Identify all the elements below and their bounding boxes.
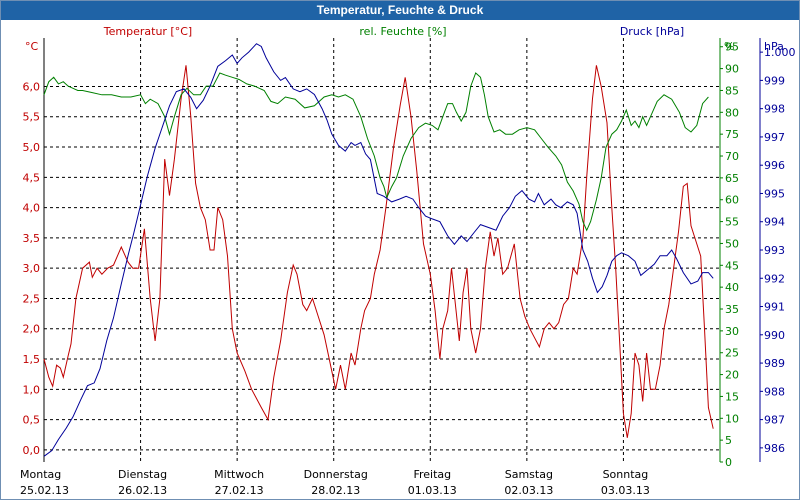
pressure-tick-label: 988 [764,385,785,398]
x-tick-date: 25.02.13 [20,484,69,497]
humidity-tick-label: 0 [725,456,732,469]
humidity-tick-label: 65 [725,172,739,185]
temperature-tick-label: 0,5 [23,414,41,427]
humidity-tick-label: 70 [725,150,739,163]
temperature-tick-label: 5,5 [23,111,41,124]
temperature-tick-label: 4,0 [23,202,41,215]
humidity-tick-label: 85 [725,84,739,97]
pressure-tick-label: 1.000 [764,46,796,59]
pressure-series-line [43,43,714,457]
pressure-tick-label: 999 [764,74,785,87]
humidity-tick-label: 35 [725,303,739,316]
humidity-tick-label: 25 [725,347,739,360]
temperature-tick-label: 2,5 [23,292,41,305]
pressure-tick-label: 991 [764,301,785,314]
pressure-unit: hPa [764,40,784,53]
humidity-tick-label: 5 [725,434,732,447]
x-tick-date: 02.03.13 [504,484,553,497]
humidity-tick-label: 15 [725,390,739,403]
x-tick-day: Mittwoch [214,468,264,481]
humidity-tick-label: 60 [725,194,739,207]
chart-title: Temperatur, Feuchte & Druck [1,1,799,20]
x-tick-date: 26.02.13 [118,484,167,497]
humidity-tick-label: 80 [725,106,739,119]
pressure-tick-label: 987 [764,414,785,427]
temperature-tick-label: 3,5 [23,232,41,245]
pressure-tick-label: 996 [764,159,785,172]
pressure-tick-label: 986 [764,442,785,455]
pressure-tick-label: 989 [764,357,785,370]
humidity-tick-label: 90 [725,63,739,76]
x-tick-date: 03.03.13 [601,484,650,497]
humidity-tick-label: 20 [725,369,739,382]
humidity-tick-label: 40 [725,281,739,294]
temperature-tick-label: 4,5 [23,171,41,184]
humidity-tick-label: 50 [725,237,739,250]
temperature-axis-title: Temperatur [°C] [103,25,192,38]
x-tick-date: 01.03.13 [408,484,457,497]
pressure-tick-label: 990 [764,329,785,342]
humidity-series-line [43,72,709,232]
temperature-unit: °C [25,40,39,53]
pressure-tick-label: 993 [764,244,785,257]
humidity-tick-label: 75 [725,128,739,141]
temperature-tick-label: 2,0 [23,323,41,336]
temperature-tick-label: 5,0 [23,141,41,154]
humidity-axis-title: rel. Feuchte [%] [359,25,446,38]
pressure-tick-label: 992 [764,272,785,285]
temperature-tick-label: 6,0 [23,80,41,93]
humidity-unit: % [724,40,734,53]
grid [44,38,763,463]
x-tick-date: 28.02.13 [311,484,360,497]
x-tick-day: Samstag [505,468,553,481]
humidity-tick-label: 55 [725,216,739,229]
temperature-tick-label: 1,5 [23,353,41,366]
pressure-tick-label: 995 [764,187,785,200]
humidity-tick-label: 10 [725,412,739,425]
x-tick-date: 27.02.13 [215,484,264,497]
pressure-axis-title: Druck [hPa] [620,25,684,38]
pressure-tick-label: 997 [764,131,785,144]
temperature-tick-label: 0,0 [23,444,41,457]
temperature-series-line [43,65,714,438]
x-tick-day: Montag [20,468,61,481]
temperature-tick-label: 1,0 [23,383,41,396]
temperature-tick-label: 3,0 [23,262,41,275]
series [43,43,714,457]
pressure-tick-label: 994 [764,216,785,229]
x-tick-day: Dienstag [118,468,167,481]
axes [43,38,761,462]
x-tick-day: Sonntag [603,468,649,481]
humidity-tick-label: 30 [725,325,739,338]
x-tick-day: Freitag [413,468,451,481]
labels: Temperatur [°C] rel. Feuchte [%] Druck [… [20,25,796,497]
x-tick-day: Donnerstag [304,468,368,481]
humidity-tick-label: 95 [725,41,739,54]
pressure-tick-label: 998 [764,103,785,116]
humidity-tick-label: 45 [725,259,739,272]
